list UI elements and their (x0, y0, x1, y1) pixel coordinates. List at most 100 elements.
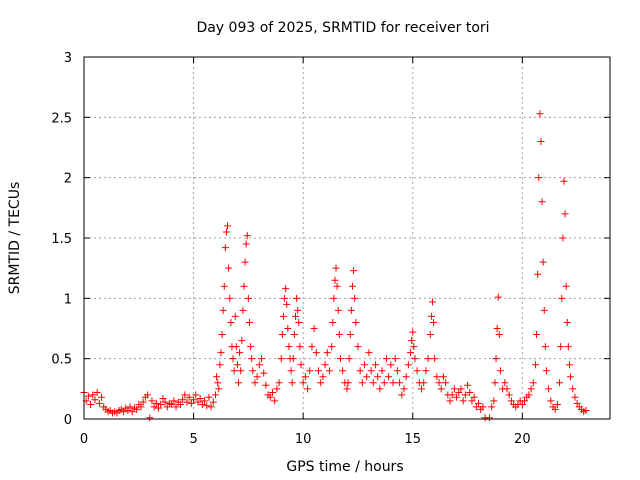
data-point (339, 367, 347, 375)
data-point (84, 392, 92, 400)
data-point (560, 177, 568, 185)
data-point (426, 331, 434, 339)
y-tick-label: 3 (64, 51, 72, 66)
data-point (253, 373, 261, 381)
data-point (545, 385, 553, 393)
data-point (371, 361, 379, 369)
data-point (333, 282, 341, 290)
data-point (435, 379, 443, 387)
data-point (190, 396, 198, 404)
data-point (312, 349, 320, 357)
data-point (315, 367, 323, 375)
data-point (365, 349, 373, 357)
data-point (271, 397, 279, 405)
data-point (336, 355, 344, 363)
data-point (427, 312, 435, 320)
data-point (185, 393, 193, 401)
data-point (236, 349, 244, 357)
data-point (230, 367, 238, 375)
data-point (217, 349, 225, 357)
data-point (126, 403, 134, 411)
x-tick-label: 10 (295, 432, 312, 447)
data-point (245, 318, 253, 326)
data-point (196, 394, 204, 402)
data-point (363, 373, 371, 381)
data-point (251, 379, 259, 387)
data-point (148, 397, 156, 405)
data-point (301, 373, 309, 381)
data-point (155, 404, 163, 412)
data-point (163, 403, 171, 411)
data-point (485, 414, 493, 422)
data-point (172, 403, 180, 411)
data-point (150, 403, 158, 411)
data-point (299, 379, 307, 387)
data-point (146, 414, 154, 422)
data-point (290, 331, 298, 339)
data-point (369, 379, 377, 387)
data-point (152, 399, 160, 407)
data-point (119, 408, 127, 416)
data-point (557, 343, 565, 351)
data-point (424, 355, 432, 363)
data-point (547, 397, 555, 405)
data-point (229, 355, 237, 363)
data-point (472, 403, 480, 411)
data-point (389, 379, 397, 387)
data-point (231, 312, 239, 320)
data-point (521, 397, 529, 405)
data-point (218, 331, 226, 339)
data-point (244, 294, 252, 302)
data-point (374, 373, 382, 381)
data-point (470, 393, 478, 401)
data-point (442, 379, 450, 387)
data-point (248, 355, 256, 363)
data-point (237, 367, 245, 375)
data-point (329, 318, 337, 326)
data-point (161, 398, 169, 406)
data-point (293, 294, 301, 302)
data-point (133, 405, 141, 413)
data-point (556, 379, 564, 387)
data-point (446, 397, 454, 405)
data-point (398, 391, 406, 399)
data-point (93, 388, 101, 396)
data-point (291, 312, 299, 320)
data-point (159, 394, 167, 402)
data-point (490, 397, 498, 405)
data-point (430, 318, 438, 326)
y-tick-label: 0.5 (51, 353, 72, 368)
data-point (461, 391, 469, 399)
data-point (538, 198, 546, 206)
x-axis-label: GPS time / hours (286, 459, 403, 475)
data-point (410, 343, 418, 351)
data-point (455, 388, 463, 396)
data-point (87, 401, 95, 409)
data-point (258, 355, 266, 363)
data-point (367, 367, 375, 375)
data-point (345, 355, 353, 363)
axis-ticks (83, 56, 610, 420)
data-point (437, 385, 445, 393)
data-point (240, 282, 248, 290)
data-point (420, 379, 428, 387)
data-point (194, 398, 202, 406)
data-point (225, 264, 233, 272)
data-point (493, 325, 501, 332)
data-point (323, 349, 331, 357)
data-point (98, 393, 106, 401)
data-point (137, 403, 145, 411)
data-point (534, 270, 542, 278)
y-tick-labels: 0 0.5 1 1.5 2 2.5 3 (51, 51, 72, 428)
data-point (128, 408, 136, 416)
data-point (347, 306, 355, 314)
chart-title: Day 093 of 2025, SRMTID for receiver tor… (196, 20, 489, 36)
x-tick-label: 5 (189, 432, 197, 447)
y-tick-label: 1.5 (51, 232, 72, 247)
data-point (391, 355, 399, 363)
data-point (242, 240, 250, 248)
data-point (387, 361, 395, 369)
data-point (380, 379, 388, 387)
data-point (287, 367, 295, 375)
data-points (80, 110, 590, 422)
